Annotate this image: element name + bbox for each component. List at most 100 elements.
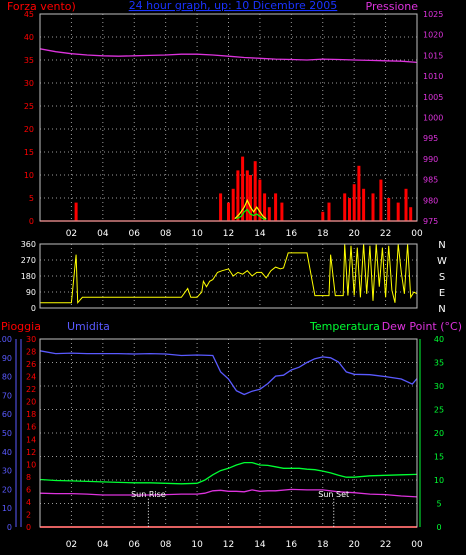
climate-x-tick-label: 02	[66, 540, 77, 550]
humidity-axis-label: Umidita	[67, 320, 110, 333]
humidity-tick-label: 12	[26, 448, 36, 457]
wind-x-tick-label: 20	[348, 229, 360, 239]
rain-tick-label: 90	[2, 354, 12, 363]
wind-speed-bar	[231, 188, 235, 221]
humidity-tick-label: 24	[26, 373, 36, 382]
humidity-tick-label: 26	[26, 360, 36, 369]
temperature-tick-label: 15	[434, 453, 444, 462]
humidity-tick-label: 8	[26, 473, 31, 482]
wind-speed-bar	[267, 207, 271, 221]
rain-tick-label: 100	[0, 335, 12, 344]
temperature-axis-label: Temperatura	[309, 320, 380, 333]
temperature-tick-label: 35	[434, 359, 444, 368]
wind-speed-bar	[352, 184, 356, 221]
humidity-tick-label: 30	[26, 335, 36, 344]
wind-speed-bar	[274, 193, 278, 221]
rain-tick-label: 0	[7, 523, 12, 532]
pressure-tick-label: 990	[423, 155, 438, 164]
wind-x-tick-label: 00	[411, 229, 423, 239]
temperature-tick-label: 10	[434, 476, 444, 485]
wind-tick-label: 40	[24, 33, 34, 42]
wind-direction-line	[40, 243, 418, 304]
wind-x-tick-label: 18	[317, 229, 329, 239]
dew-point-line	[39, 488, 418, 498]
rain-tick-label: 70	[2, 391, 12, 400]
pressure-tick-label: 1020	[423, 31, 443, 40]
sun-rise-label: Sun Rise	[131, 490, 166, 499]
pressure-tick-label: 1000	[423, 114, 443, 123]
wind-tick-label: 15	[24, 148, 34, 157]
climate-x-tick-label: 10	[191, 540, 203, 550]
wind-speed-bar	[404, 188, 408, 221]
climate-panel-frame	[39, 338, 418, 528]
wind-speed-bar	[280, 202, 284, 221]
temperature-tick-label: 40	[434, 335, 444, 344]
wind-speed-bar	[357, 165, 361, 221]
temperature-tick-label: 5	[436, 500, 441, 509]
pressure-axis-label: Pressione	[366, 0, 419, 13]
pressure-tick-label: 1010	[423, 72, 443, 81]
wind-average-line	[236, 208, 267, 221]
wind-speed-bar	[241, 156, 245, 221]
wind-speed-bar	[343, 193, 347, 221]
wind-x-tick-label: 08	[160, 229, 172, 239]
wind-tick-label: 10	[24, 171, 34, 180]
chart-title: 24 hour graph, up: 10 Dicembre 2005	[129, 0, 338, 12]
wind-speed-bar	[327, 202, 331, 221]
climate-x-tick-label: 12	[223, 540, 234, 550]
wind-x-tick-label: 06	[129, 229, 141, 239]
pressure-tick-label: 1025	[423, 10, 443, 19]
wind-speed-bar	[362, 188, 366, 221]
pressure-line	[39, 48, 418, 64]
wind-x-tick-label: 02	[66, 229, 77, 239]
wind-speed-bar	[249, 175, 252, 221]
wind-x-tick-label: 10	[191, 229, 203, 239]
wind-speed-bar	[253, 161, 257, 221]
climate-x-tick-label: 06	[129, 540, 141, 550]
wind-tick-label: 5	[29, 194, 34, 203]
direction-tick-label: 0	[31, 304, 36, 313]
wind-x-tick-label: 14	[254, 229, 266, 239]
humidity-tick-label: 20	[26, 398, 36, 407]
rain-axis-label: Pioggia	[1, 320, 41, 333]
dewpoint-axis-label: Dew Point (°C)	[382, 320, 462, 333]
rain-tick-label: 20	[2, 485, 12, 494]
climate-x-tick-label: 22	[380, 540, 391, 550]
rain-tick-label: 50	[2, 429, 12, 438]
temperature-tick-label: 0	[436, 523, 441, 532]
direction-compass-label: E	[439, 288, 445, 299]
direction-tick-label: 180	[21, 272, 36, 281]
wind-speed-bar	[263, 193, 267, 221]
frame-layer	[15, 13, 421, 528]
wind-gust-line	[234, 198, 267, 220]
rain-tick-label: 80	[2, 373, 12, 382]
wind-x-tick-label: 04	[97, 229, 109, 239]
temperature-tick-label: 20	[434, 429, 444, 438]
temperature-tick-label: 30	[434, 382, 444, 391]
wind-panel-frame	[39, 13, 418, 222]
wind-x-tick-label: 22	[380, 229, 391, 239]
humidity-tick-label: 22	[26, 385, 36, 394]
rain-tick-label: 60	[2, 410, 12, 419]
humidity-tick-label: 18	[26, 410, 36, 419]
wind-speed-bar	[409, 207, 413, 221]
humidity-tick-label: 0	[26, 523, 31, 532]
wind-speed-bar	[219, 193, 223, 221]
direction-compass-label: W	[437, 256, 447, 267]
temperature-tick-label: 25	[434, 406, 444, 415]
direction-compass-label: N	[438, 240, 445, 251]
wind-speed-bar	[321, 211, 325, 221]
humidity-tick-label: 28	[26, 348, 36, 357]
climate-x-tick-label: 08	[160, 540, 172, 550]
wind-speed-bar	[371, 193, 375, 221]
wind-tick-label: 20	[24, 125, 34, 134]
climate-x-tick-label: 04	[97, 540, 109, 550]
wind-speed-bar	[258, 179, 262, 221]
pressure-tick-label: 1015	[423, 51, 443, 60]
wind-speed-bar	[379, 179, 383, 221]
wind-axis-label: Forza vento)	[7, 0, 76, 13]
climate-x-tick-label: 14	[254, 540, 266, 550]
climate-x-tick-label: 20	[348, 540, 360, 550]
